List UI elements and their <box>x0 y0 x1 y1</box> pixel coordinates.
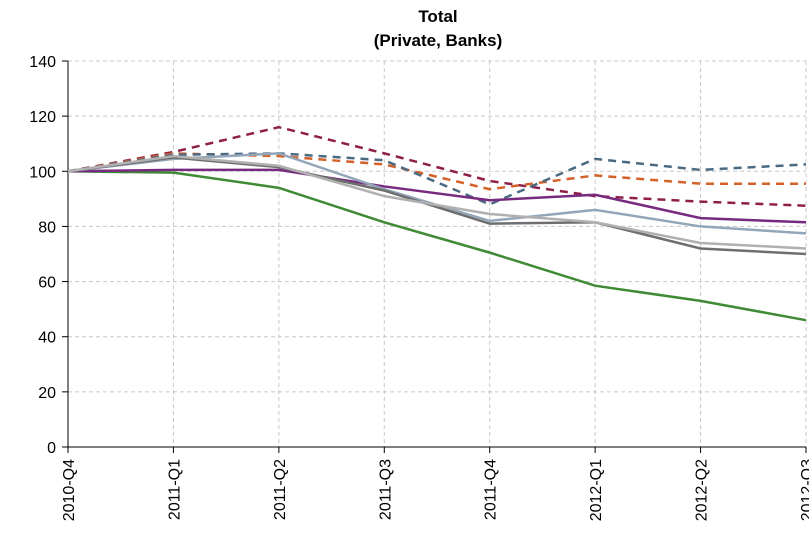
x-tick-label: 2011-Q4 <box>483 459 500 520</box>
x-tick-label: 2012-Q1 <box>588 459 605 521</box>
series-line <box>67 168 807 224</box>
series-line <box>67 152 806 191</box>
series-line <box>67 154 807 250</box>
y-tick-label: 120 <box>29 109 56 126</box>
x-tick-label: 2011-Q2 <box>272 459 289 520</box>
y-tick-label: 100 <box>29 164 56 181</box>
x-tick-label: 2012-Q3 <box>799 459 809 521</box>
y-tick-label: 40 <box>38 330 56 347</box>
y-tick-label: 20 <box>38 385 56 402</box>
y-tick-label: 80 <box>38 219 56 236</box>
x-tick-label: 2011-Q3 <box>377 459 394 520</box>
x-tick-label: 2011-Q1 <box>166 459 183 520</box>
x-tick-label: 2012-Q2 <box>694 459 711 521</box>
series-line <box>67 125 807 207</box>
series-line <box>67 152 807 206</box>
series-line <box>67 170 807 322</box>
chart-subtitle: (Private, Banks) <box>374 31 503 50</box>
x-tick-label: 2010-Q4 <box>61 459 78 521</box>
series-line <box>67 156 807 256</box>
chart-title: Total <box>418 7 457 26</box>
y-tick-label: 0 <box>47 440 56 457</box>
y-tick-label: 140 <box>29 54 56 71</box>
y-tick-label: 60 <box>38 275 56 292</box>
